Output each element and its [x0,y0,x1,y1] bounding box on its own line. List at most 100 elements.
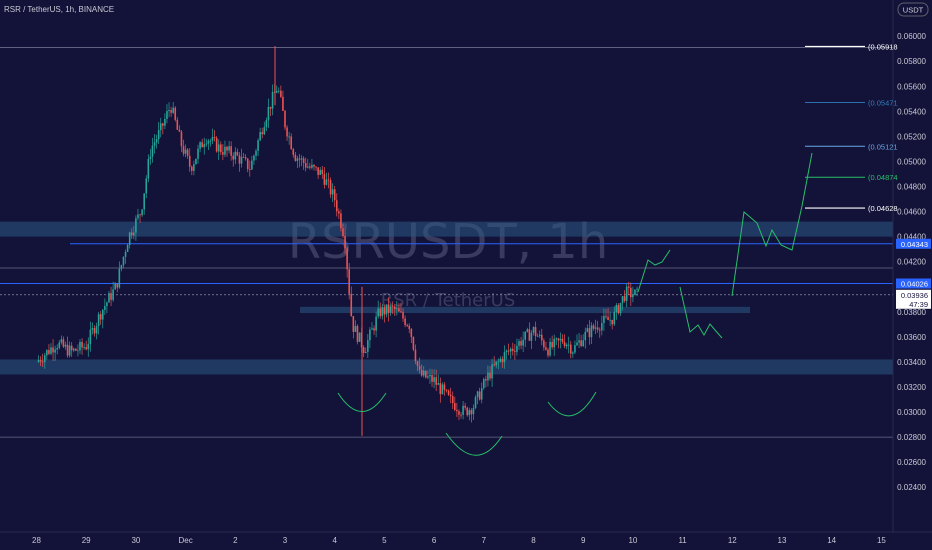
candle-body [184,149,187,154]
candle-body [37,360,40,362]
candle-body [371,328,373,330]
candle-body [72,348,75,351]
candle-body [85,347,87,350]
candle-body [124,252,127,257]
fib-labels: (0.05918 (0.05471 (0.05121 (0.04874 (0.04628 [868,42,898,213]
candle-body [567,344,570,346]
candle-body [201,142,203,148]
candle-body [356,325,359,342]
candle-body [66,344,69,356]
candle-body [188,155,191,167]
candle-body [381,307,384,317]
y-tick-label: 0.05000 [897,157,926,166]
candle-body [425,370,427,378]
candle-body [205,143,208,145]
x-tick-label: 3 [283,536,288,545]
candle-body [443,384,446,390]
candle-body [70,345,73,351]
candle-body [234,151,237,160]
candle-body [613,311,616,325]
candle-body [83,347,85,349]
candle-body [168,110,170,112]
candle-body [387,304,390,313]
y-tick-label: 0.02800 [897,433,926,442]
y-tick-label: 0.02400 [897,483,926,492]
x-tick-label: 14 [827,536,836,545]
time-axis[interactable]: 28 29 30 Dec 2 3 4 5 6 7 8 9 10 11 12 13 14 15 [32,536,886,545]
candle-body [79,341,81,351]
candle-body [317,167,319,175]
candle-body [122,256,125,266]
candle-body [412,336,415,350]
candle-body [609,319,611,321]
candle-body [253,155,255,161]
candle-body [335,200,338,212]
candle-body [211,136,214,141]
candle-body [275,90,278,93]
candle-body [52,347,54,353]
candle-body [269,106,272,109]
candle-body [483,379,485,389]
fib-label-1: (0.05918 [868,42,898,51]
candle-body [180,131,183,147]
candle-body [95,326,98,334]
candle-body [331,189,334,195]
candle-body [186,149,189,156]
candle-body [302,158,305,163]
candle-body [261,132,264,135]
projection-path [679,286,723,339]
candle-body [77,350,79,352]
candle-body [116,283,119,288]
price-axis[interactable]: 0.06000 0.05800 0.05600 0.05400 0.05200 0.050… [897,32,926,492]
y-tick-label: 0.04400 [897,233,926,242]
candle-body [578,340,580,343]
shoulder-arc [337,392,387,412]
candle-body [232,155,235,160]
candle-body [286,127,288,137]
candle-body [137,214,139,219]
x-tick-label: Dec [178,536,192,545]
y-tick-label: 0.03600 [897,333,926,342]
candle-body [582,340,584,346]
y-tick-label: 0.06000 [897,32,926,41]
candle-body [580,340,582,346]
x-tick-label: 15 [877,536,886,545]
candle-body [242,156,245,158]
candle-body [592,325,595,329]
candle-body [346,248,348,270]
candle-body [182,146,185,154]
candle-body [404,318,406,326]
candle-body [545,347,547,350]
price-tag-040-text: 0.04026 [901,280,928,289]
candle-body [511,348,514,351]
candle-body [383,307,386,315]
candle-body [126,244,129,253]
candle-body [594,327,597,329]
candle-body [522,339,524,346]
y-tick-label: 0.02600 [897,458,926,467]
candle-body [193,164,195,171]
candle-body [265,120,268,128]
candle-body [325,179,328,185]
x-tick-label: 11 [678,536,687,545]
candle-body [56,347,59,350]
candle-body [456,409,458,412]
candle-body [466,407,469,416]
currency-button[interactable]: USDT [897,2,929,17]
candle-body [555,338,558,340]
candle-body [528,329,531,341]
candle-body [128,232,131,245]
fib-label-5: (0.04628 [868,204,898,213]
x-tick-label: 13 [778,536,787,545]
candle-body [454,403,456,410]
candle-body [493,364,495,366]
candle-body [480,388,483,400]
candle-body [400,311,402,313]
candle-body [369,329,371,341]
candle-body [540,334,543,341]
candle-body [271,91,274,109]
y-tick-label: 0.05800 [897,57,926,66]
x-tick-label: 12 [728,536,737,545]
